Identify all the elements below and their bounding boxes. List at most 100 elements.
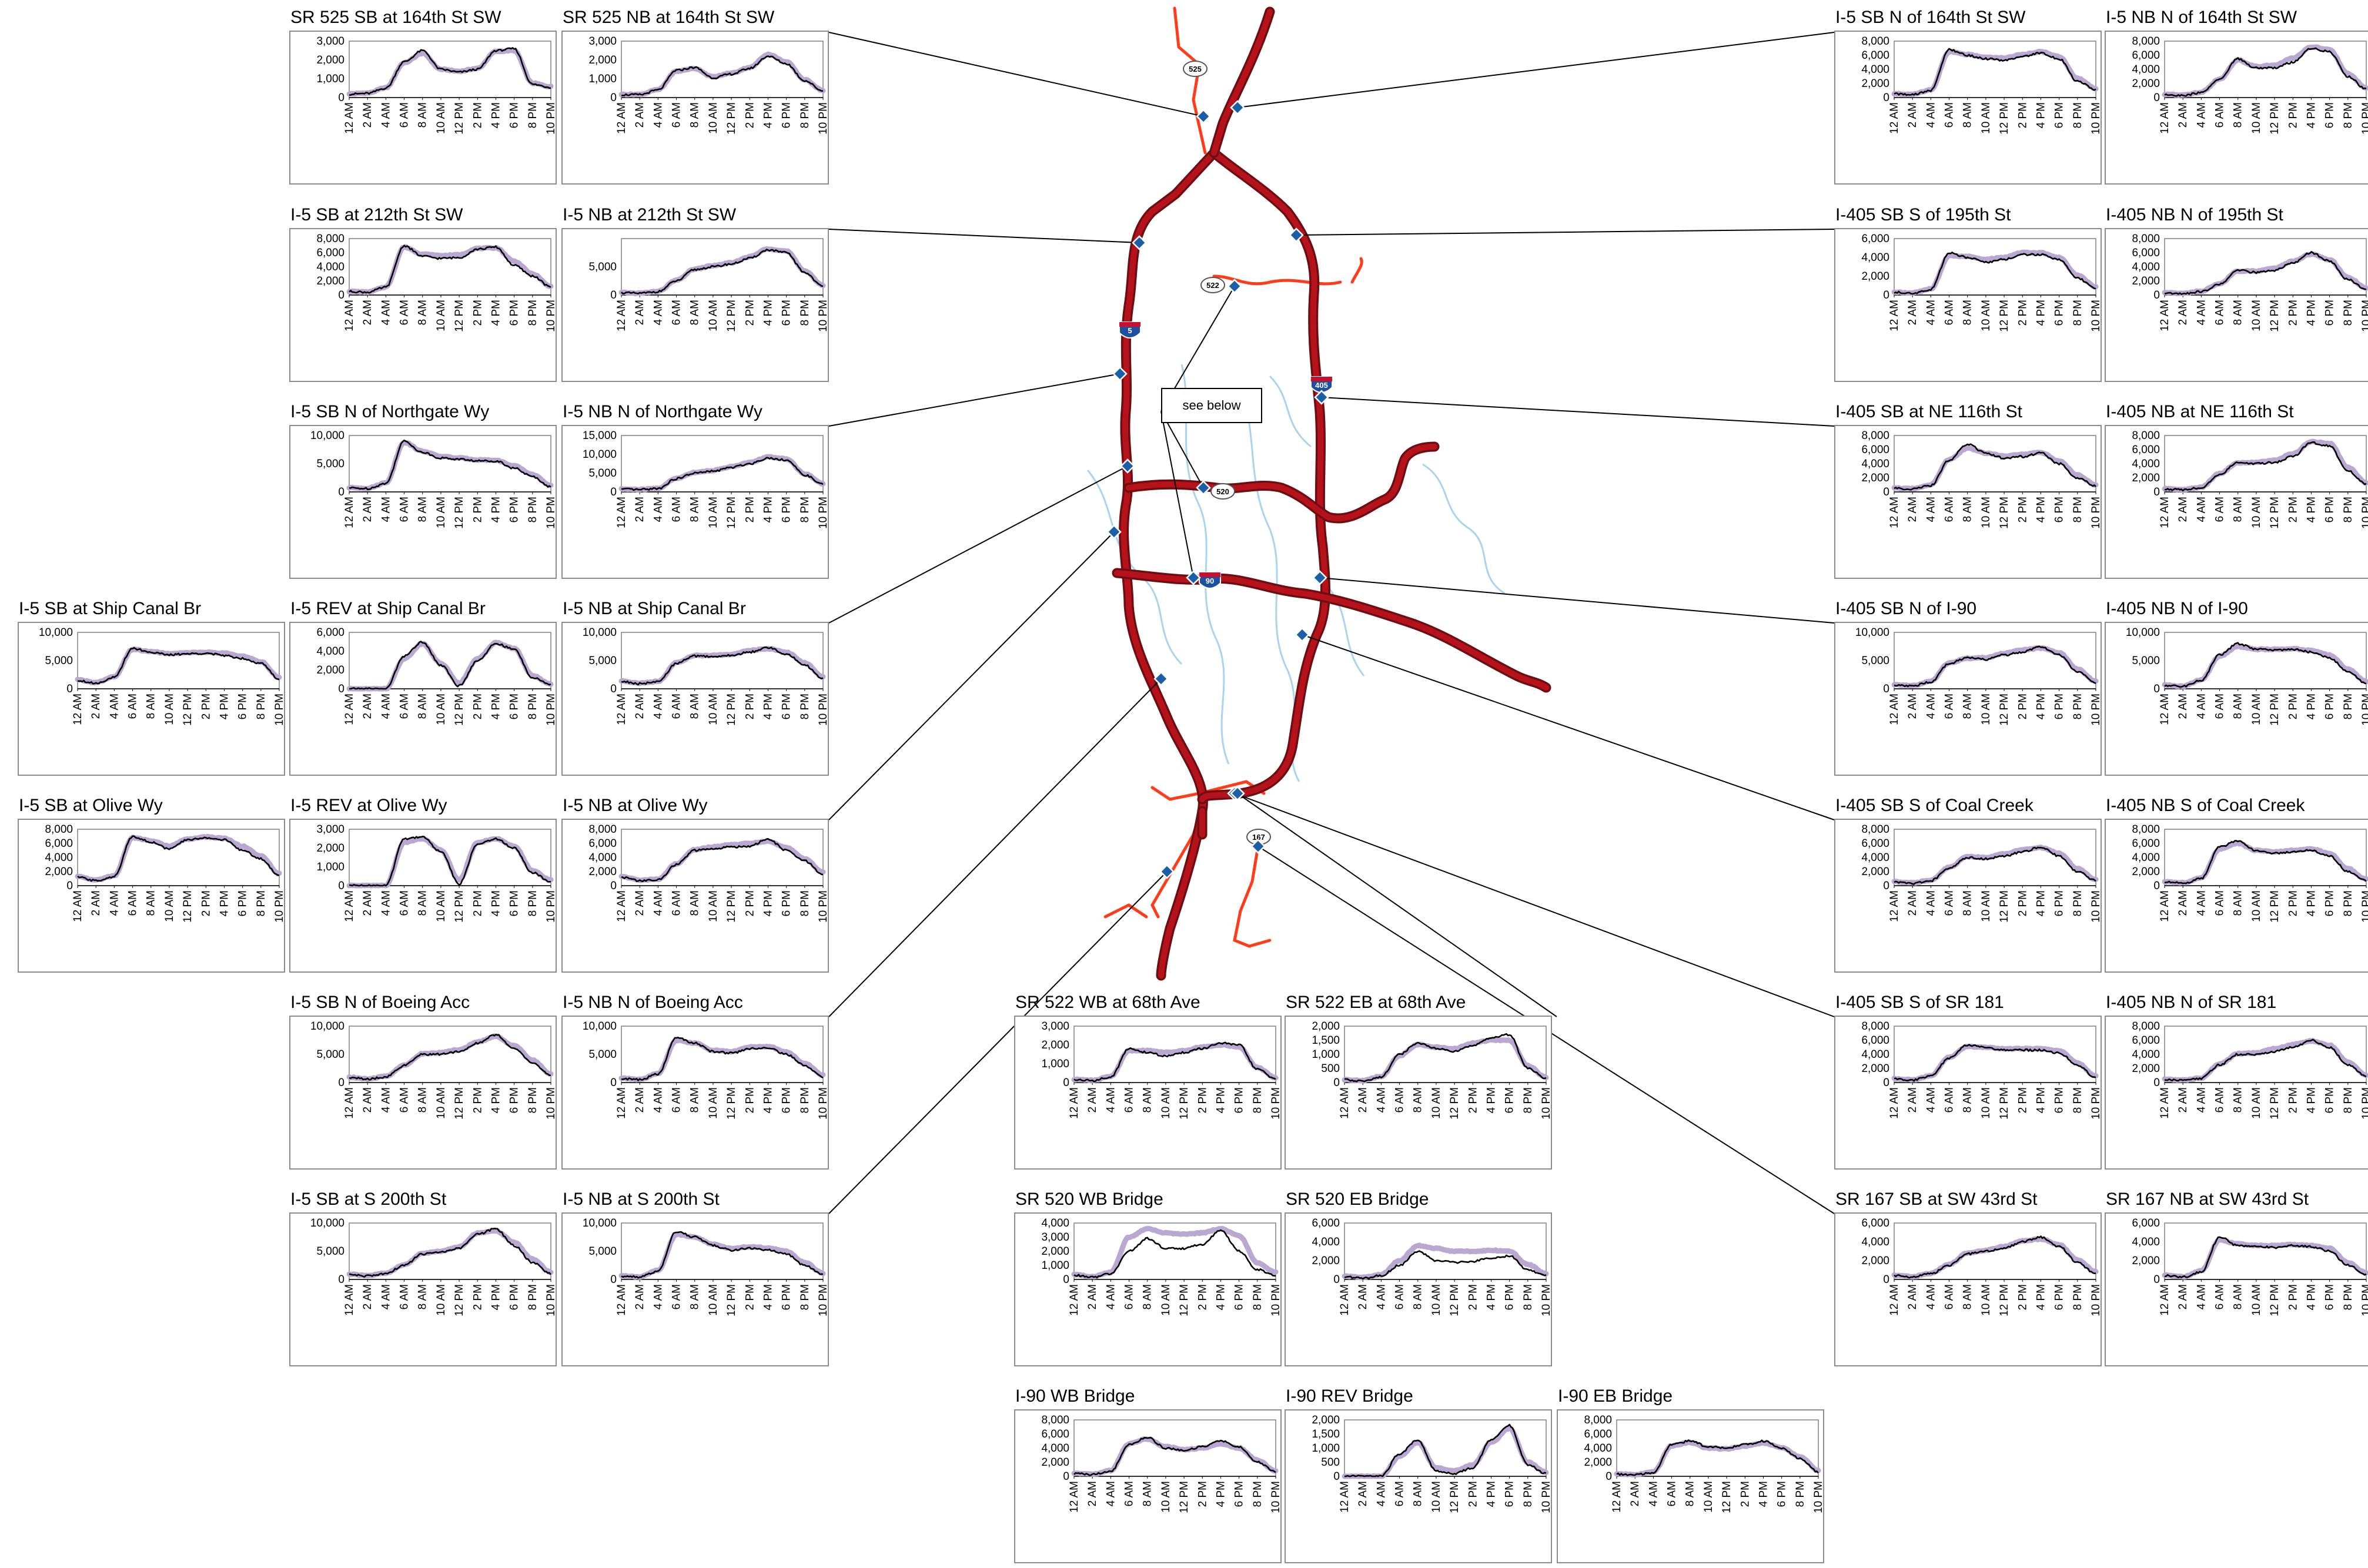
x-tick-label: 8 PM: [2342, 1087, 2354, 1113]
y-tick-label: 0: [338, 1077, 345, 1089]
leader-line: [828, 531, 1115, 820]
x-tick-label: 2 AM: [1357, 1087, 1369, 1113]
series-line-actual: [1073, 1229, 1276, 1279]
series-line-typical: [1342, 1037, 1549, 1084]
x-tick-label: 12 AM: [616, 890, 628, 922]
chart-title: I-405 SB S of 195th St: [1835, 205, 2011, 225]
x-tick-label: 12 AM: [1339, 1087, 1351, 1119]
x-tick-label: 6 AM: [1944, 1284, 1956, 1309]
x-tick-label: 6 AM: [399, 300, 411, 325]
chart-svg: 0 2,000 4,000 6,000 12 AM 2 AM 4 AM 6 AM 8 AM 10 …: [2132, 1217, 2368, 1316]
series-line-typical: [346, 639, 554, 692]
chart-svg: 0 2,000 4,000 6,000 12 AM 2 AM 4 AM 6 AM 8 AM 10 …: [316, 626, 557, 726]
chart-title: I-5 NB at Olive Wy: [563, 796, 708, 815]
series-line-actual: [77, 835, 280, 882]
x-tick-label: 8 PM: [2342, 1284, 2354, 1310]
x-tick-label: 12 AM: [2159, 102, 2171, 134]
x-tick-label: 8 AM: [1142, 1481, 1154, 1506]
x-tick-label: 12 PM: [1178, 1284, 1190, 1316]
y-tick-label: 4,000: [1861, 63, 1889, 76]
x-tick-label: 2 PM: [2016, 890, 2029, 916]
x-tick-label: 12 AM: [343, 693, 356, 725]
x-tick-label: 2 PM: [471, 693, 484, 719]
y-tick-label: 0: [1883, 92, 1889, 104]
x-tick-label: 2 PM: [2016, 1284, 2029, 1310]
chart-svg: 0 2,000 4,000 6,000 12 AM 2 AM 4 AM 6 AM 8 AM 10 …: [1312, 1217, 1553, 1316]
series-line-typical: [1891, 845, 2099, 886]
x-tick-label: 12 PM: [1998, 1087, 2011, 1120]
y-tick-label: 4,000: [1861, 458, 1889, 470]
x-tick-label: 6 PM: [1504, 1481, 1516, 1507]
x-tick-label: 12 AM: [616, 693, 628, 725]
series-line-actual: [1344, 1423, 1547, 1477]
chart-title: I-5 NB at 212th St SW: [563, 205, 737, 225]
series-line-actual: [1344, 1250, 1547, 1280]
x-tick-label: 10 AM: [2250, 1087, 2263, 1119]
chart-panel-i5-nb-200: 0 5,000 10,000 12 AM 2 AM 4 AM 6 AM 8 AM 10 AM 12…: [561, 1212, 830, 1366]
x-tick-label: 10 PM: [1270, 1087, 1282, 1120]
x-tick-label: 4 PM: [2035, 1284, 2047, 1310]
series-line-actual: [349, 47, 551, 96]
series-line-actual: [621, 1231, 824, 1279]
x-tick-label: 10 PM: [1270, 1481, 1282, 1513]
x-tick-label: 2 PM: [2016, 1087, 2029, 1113]
arterial-road: [1103, 903, 1148, 919]
chart-panel-i5-nb-olive: 0 2,000 4,000 6,000 8,000 12 AM 2 AM 4 AM 6 AM 8 …: [561, 819, 830, 973]
x-tick-label: 6 PM: [1504, 1284, 1516, 1310]
y-tick-label: 2,000: [2132, 275, 2160, 287]
x-tick-label: 2 AM: [362, 102, 374, 128]
y-tick-label: 0: [1883, 1077, 1889, 1089]
series-line-actual: [1073, 1041, 1276, 1083]
x-tick-label: 12 AM: [616, 300, 628, 331]
y-tick-label: 10,000: [583, 626, 617, 639]
x-tick-label: 6 AM: [671, 693, 683, 719]
x-tick-label: 12 AM: [616, 1087, 628, 1119]
shield-label: 167: [1252, 833, 1265, 842]
x-tick-label: 12 PM: [725, 1284, 738, 1316]
leader-line: [828, 465, 1128, 624]
x-tick-label: 8 AM: [1962, 102, 1974, 128]
y-tick-label: 6,000: [1861, 837, 1889, 850]
y-tick-label: 0: [1333, 1470, 1340, 1483]
x-tick-label: 2 PM: [1467, 1481, 1479, 1507]
x-tick-label: 12 PM: [453, 890, 466, 923]
x-tick-label: 4 AM: [2195, 102, 2208, 128]
x-tick-label: 4 PM: [2035, 497, 2047, 522]
chart-title: I-5 SB at Ship Canal Br: [19, 599, 202, 618]
x-tick-label: 10 AM: [1980, 1284, 1992, 1316]
x-tick-label: 2 AM: [1086, 1284, 1099, 1309]
x-tick-label: 2 PM: [200, 890, 212, 916]
series-line-actual: [1894, 443, 2096, 491]
y-tick-label: 5,000: [1861, 655, 1889, 667]
y-tick-label: 6,000: [2132, 49, 2160, 62]
x-tick-label: 6 AM: [1944, 693, 1956, 719]
y-tick-label: 4,000: [1861, 1048, 1889, 1061]
route-shield-525: 525: [1183, 61, 1208, 77]
x-tick-label: 12 PM: [1449, 1284, 1461, 1316]
x-tick-label: 6 AM: [2214, 890, 2226, 916]
x-tick-label: 12 PM: [2269, 890, 2281, 923]
x-tick-label: 10 PM: [2090, 693, 2102, 726]
x-tick-label: 10 AM: [2250, 1284, 2263, 1316]
y-tick-label: 0: [1063, 1077, 1069, 1089]
y-tick-label: 4,000: [2132, 63, 2160, 76]
x-tick-label: 10 PM: [1540, 1284, 1553, 1316]
y-tick-label: 6,000: [1584, 1428, 1612, 1440]
x-tick-label: 2 AM: [362, 1087, 374, 1113]
x-tick-label: 8 AM: [1142, 1284, 1154, 1309]
x-tick-label: 6 AM: [671, 497, 683, 522]
x-tick-label: 2 AM: [1086, 1481, 1099, 1506]
y-tick-label: 8,000: [1861, 35, 1889, 48]
sensor-location-marker: [1159, 864, 1175, 879]
chart-panel-sr525-nb-164: 0 1,000 2,000 3,000 12 AM 2 AM 4 AM 6 AM 8 AM 10 …: [561, 31, 830, 185]
chart-title: SR 522 WB at 68th Ave: [1015, 993, 1200, 1012]
x-tick-label: 6 AM: [1394, 1284, 1406, 1309]
y-tick-label: 0: [610, 289, 617, 301]
x-tick-label: 12 AM: [2159, 1284, 2171, 1316]
arterial-road: [1350, 257, 1363, 284]
x-tick-label: 12 PM: [1998, 102, 2011, 135]
x-tick-label: 12 AM: [343, 1087, 356, 1119]
chart-title: I-405 NB N of 195th St: [2106, 205, 2283, 225]
x-tick-label: 6 AM: [399, 1284, 411, 1309]
x-tick-label: 6 AM: [2214, 1087, 2226, 1113]
